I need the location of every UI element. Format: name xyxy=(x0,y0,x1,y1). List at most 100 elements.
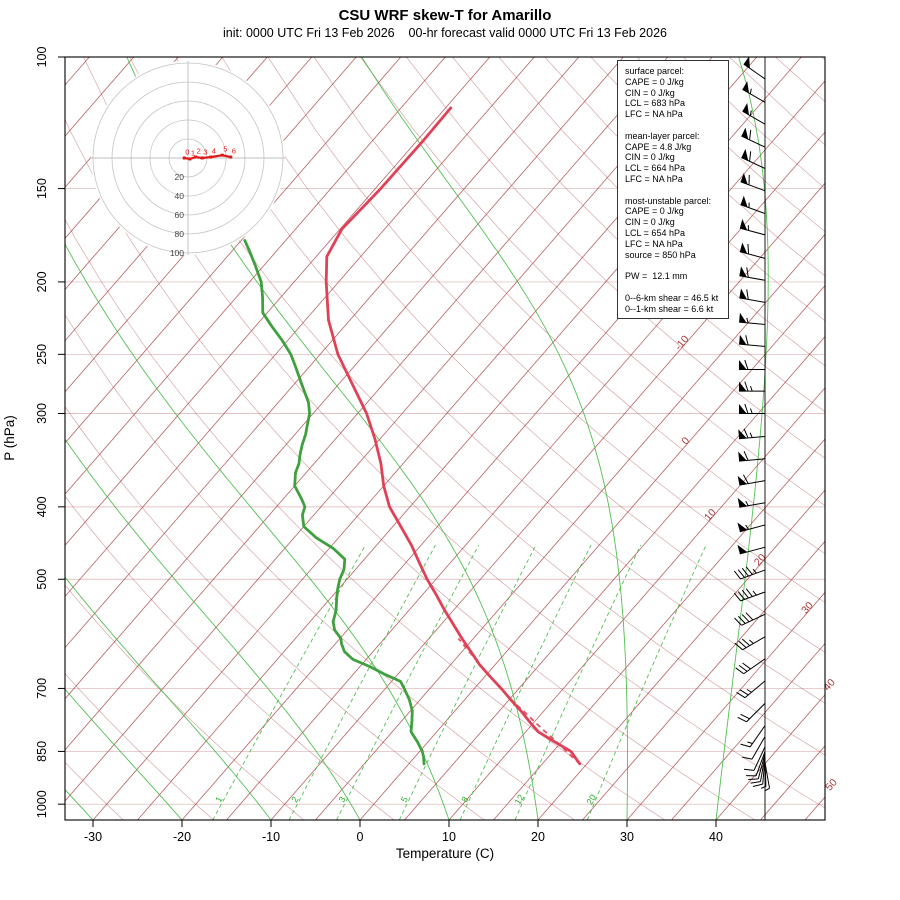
info-line: CIN = 0 J/kg xyxy=(625,87,675,98)
isotherm-edge-label: 10 xyxy=(702,507,719,524)
wind-barb xyxy=(764,762,771,792)
info-line: 0--1-km shear = 6.6 kt xyxy=(625,303,714,314)
isobar-gridlines xyxy=(65,57,825,805)
mixing-ratio-lines xyxy=(212,544,707,820)
pressure-tick-label: 200 xyxy=(35,271,49,292)
dewpoint-trace xyxy=(243,239,426,766)
info-line: PW = 12.1 mm xyxy=(625,271,688,282)
mixing-ratio-label: 8 xyxy=(459,795,470,804)
pressure-tick-label: 150 xyxy=(35,178,49,199)
temperature-tick-label: -20 xyxy=(173,830,191,844)
wind-barb xyxy=(748,753,766,780)
hodograph-km-label: 2 xyxy=(197,147,201,156)
y-axis-title: P (hPa) xyxy=(2,415,17,461)
wind-barbs xyxy=(733,56,771,792)
chart-title: CSU WRF skew-T for Amarillo xyxy=(338,7,552,24)
wind-barb xyxy=(739,403,765,414)
wind-barb xyxy=(742,102,766,125)
info-line xyxy=(625,282,724,293)
wind-barb xyxy=(738,450,766,462)
temperature-tick-label: -30 xyxy=(84,830,102,844)
wind-barb xyxy=(742,81,766,103)
hodograph-km-label: 6 xyxy=(232,147,236,156)
isotherm-edge-label: 30 xyxy=(799,600,816,617)
moist-adiabat-lines xyxy=(65,57,769,820)
wind-barb xyxy=(738,428,766,440)
hodograph-km-label: 1 xyxy=(191,148,195,157)
wind-barb xyxy=(740,195,766,215)
mixing-ratio-label: 1 xyxy=(213,795,224,804)
wind-barb xyxy=(740,725,766,748)
plot-border xyxy=(64,56,826,821)
temperature-tick-label: 30 xyxy=(620,830,634,844)
wind-barb xyxy=(736,680,766,699)
wind-barb xyxy=(739,359,765,371)
pressure-tick-label: 300 xyxy=(35,403,49,424)
isotherm-edge-label: 40 xyxy=(821,677,838,694)
wind-barb xyxy=(750,755,766,784)
info-line: LCL = 654 hPa xyxy=(625,227,685,238)
info-line xyxy=(625,260,724,271)
info-line xyxy=(625,185,724,196)
x-axis-title-group: Temperature (C) xyxy=(396,846,494,861)
temperature-tick-label: 40 xyxy=(709,830,723,844)
temperature-tick-label: 0 xyxy=(357,830,364,844)
pressure-tick-label: 250 xyxy=(35,344,49,365)
pressure-tick-label: 400 xyxy=(35,496,49,517)
info-line: LCL = 664 hPa xyxy=(625,163,685,174)
wind-barb xyxy=(743,746,766,771)
wind-barb xyxy=(737,474,766,486)
temperature-axis: -30 -20 -10 0 10 20 30 40 xyxy=(84,820,723,844)
mixing-ratio-label: 20 xyxy=(584,793,598,807)
pressure-axis: 100 150 200 250 300 400 500 700 850 1000 xyxy=(35,47,65,818)
pressure-tick-label: 500 xyxy=(35,569,49,590)
info-line: CIN = 0 J/kg xyxy=(625,152,675,163)
mixing-ratio-label: 2 xyxy=(289,795,300,804)
hodograph-km-label: 5 xyxy=(223,145,227,154)
isotherm-edge-label: -10 xyxy=(673,333,692,352)
temperature-tick-label: 10 xyxy=(442,830,456,844)
mixing-ratio-labels: 1 2 3 5 8 12 20 xyxy=(213,793,598,807)
info-line: CAPE = 0 J/kg xyxy=(625,206,684,217)
info-line: CIN = 0 J/kg xyxy=(625,217,675,228)
wind-barb xyxy=(740,172,766,192)
wind-barb xyxy=(741,148,766,169)
info-line: LCL = 683 hPa xyxy=(625,98,685,109)
temperature-tick-label: 20 xyxy=(531,830,545,844)
wind-barb xyxy=(743,56,766,80)
wind-barb xyxy=(739,266,766,281)
y-axis-title-group: P (hPa) xyxy=(2,415,17,461)
wind-barb xyxy=(733,588,766,602)
info-line: CAPE = 0 J/kg xyxy=(625,76,684,87)
temperature-trace xyxy=(324,106,582,766)
pressure-tick-label: 1000 xyxy=(35,790,49,818)
wind-barb xyxy=(734,636,766,651)
info-line: most-unstable parcel: xyxy=(625,195,712,206)
wind-barb xyxy=(737,522,766,533)
wind-barb xyxy=(742,736,766,760)
hodograph-ring xyxy=(111,81,265,235)
hodograph-km-label: 3 xyxy=(203,148,207,157)
wind-barb xyxy=(746,751,766,777)
isotherm-edge-label: 50 xyxy=(823,777,840,794)
wind-barb xyxy=(734,612,766,626)
info-line: mean-layer parcel: xyxy=(625,130,700,141)
chart-subtitle: init: 0000 UTC Fri 13 Feb 2026 00-hr for… xyxy=(223,26,667,40)
hodograph-ring xyxy=(130,100,246,216)
wind-barb xyxy=(733,566,766,580)
mixing-ratio-label: 3 xyxy=(337,795,348,804)
info-line: CAPE = 4.8 J/kg xyxy=(625,141,692,152)
info-line: LFC = NA hPa xyxy=(625,238,683,249)
wind-barb xyxy=(739,381,765,392)
wind-barb xyxy=(739,242,766,259)
temperature-tick-label: -10 xyxy=(262,830,280,844)
hodograph-ring-label: 60 xyxy=(175,210,185,220)
wind-barb xyxy=(735,658,766,675)
x-axis-title: Temperature (C) xyxy=(396,846,494,861)
hodograph-ring-label: 20 xyxy=(175,172,185,182)
mixing-ratio-label: 12 xyxy=(513,793,527,807)
hodograph-ring xyxy=(92,62,284,254)
